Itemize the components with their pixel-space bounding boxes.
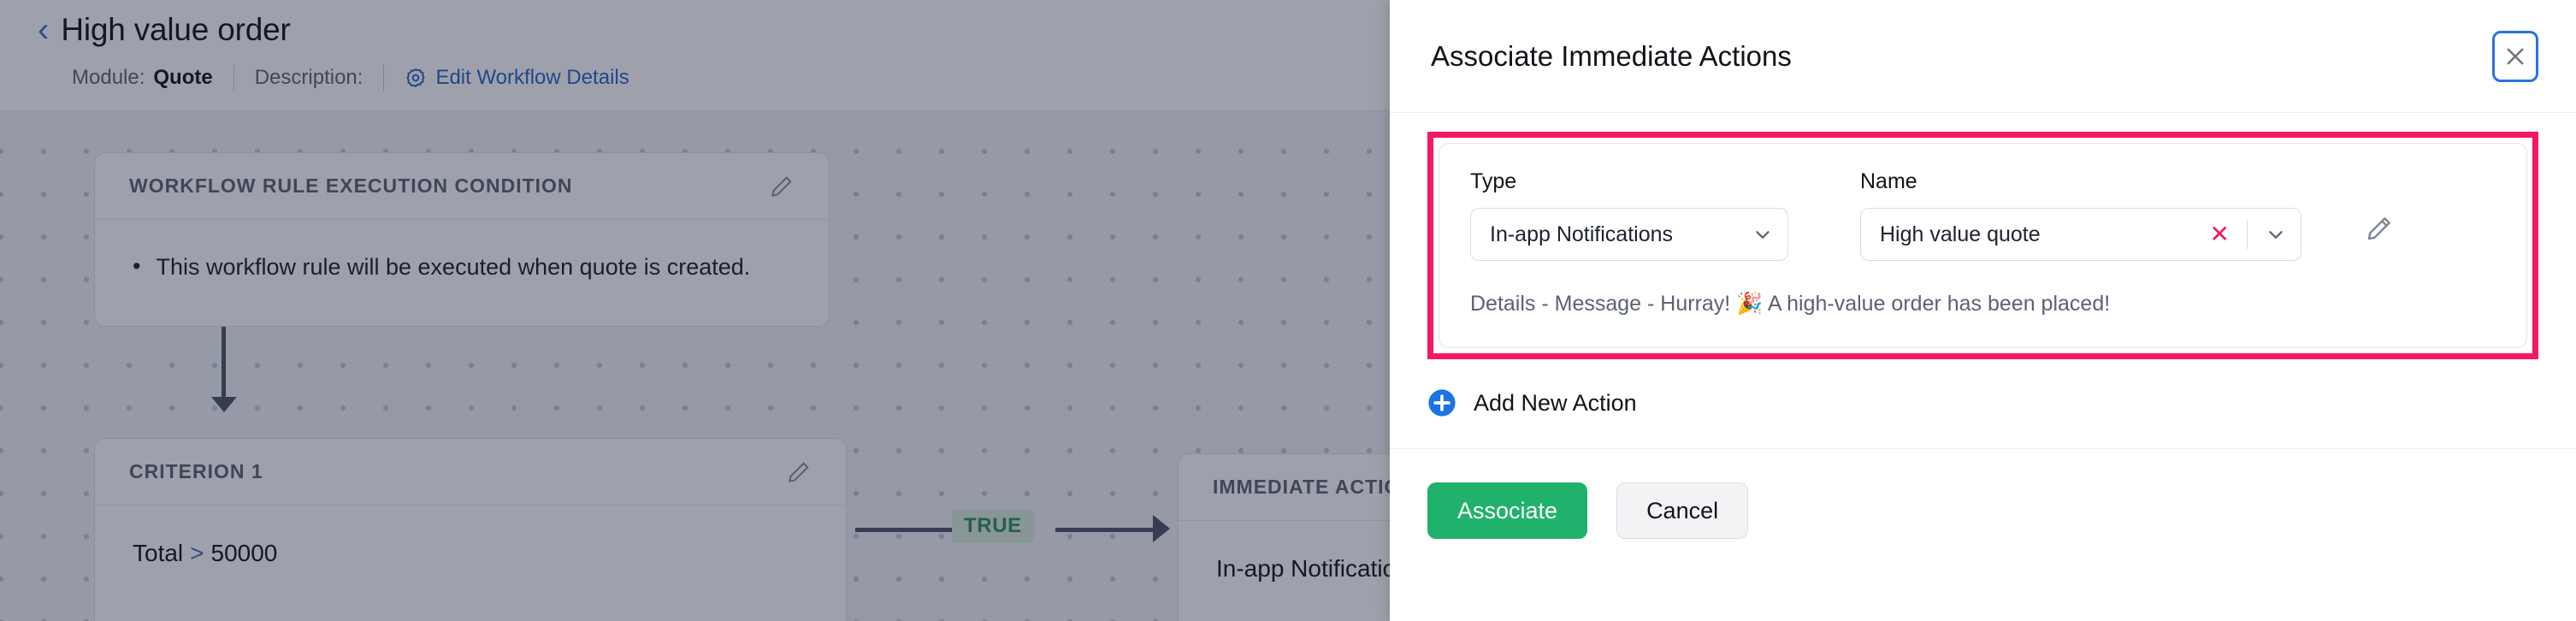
panel-content: Type In-app Notifications <box>1390 113 2576 621</box>
type-select-value: In-app Notifications <box>1490 222 1674 246</box>
connector-arrow-down <box>211 397 237 412</box>
workflow-title-row: ‹ High value order <box>38 12 291 48</box>
add-new-action-label: Add New Action <box>1474 389 1637 416</box>
action-edit-button[interactable] <box>2365 214 2394 261</box>
bullet-dot: • <box>133 253 141 279</box>
module-value: Quote <box>153 66 213 89</box>
chevron-down-icon <box>1752 223 1774 245</box>
panel-title: Associate Immediate Actions <box>1431 39 1792 72</box>
gear-icon <box>405 67 427 89</box>
associate-button[interactable]: Associate <box>1427 482 1588 539</box>
modal-backdrop[interactable] <box>0 0 1390 621</box>
workflow-execution-condition-card: WORKFLOW RULE EXECUTION CONDITION • This… <box>94 152 830 327</box>
pencil-icon <box>2365 217 2394 246</box>
action-details-text: Details - Message - Hurray! 🎉 A high-val… <box>1470 292 2111 316</box>
field-divider <box>2247 220 2248 249</box>
condition-bullet: • This workflow rule will be executed wh… <box>133 253 791 281</box>
meta-divider <box>383 65 385 91</box>
card-title: WORKFLOW RULE EXECUTION CONDITION <box>129 174 573 197</box>
edit-workflow-details-link[interactable]: Edit Workflow Details <box>405 66 629 90</box>
page-title: High value order <box>61 12 291 47</box>
edit-workflow-details-label: Edit Workflow Details <box>435 66 629 89</box>
plus-circle-icon <box>1427 388 1456 417</box>
criterion-operator: > <box>190 540 204 566</box>
card-body: Total >50000 <box>95 506 846 601</box>
action-fields-row: Type In-app Notifications <box>1470 169 2496 261</box>
connector-vertical <box>222 327 226 400</box>
chevron-left-icon[interactable]: ‹ <box>38 11 50 49</box>
card-title: CRITERION 1 <box>129 460 263 482</box>
pencil-icon[interactable] <box>786 459 812 485</box>
clear-x-icon[interactable]: ✕ <box>2209 221 2230 247</box>
associate-immediate-actions-panel: Associate Immediate Actions Type In-app … <box>1390 0 2576 621</box>
name-field: Name High value quote ✕ <box>1860 169 2301 261</box>
panel-footer: Associate Cancel <box>1427 482 1749 539</box>
connector-horizontal-right <box>1055 528 1160 532</box>
connector-arrow-right <box>1153 515 1170 542</box>
name-select[interactable]: High value quote ✕ <box>1860 208 2301 261</box>
card-body: • This workflow rule will be executed wh… <box>95 220 829 315</box>
panel-footer-divider <box>1390 448 2576 449</box>
criterion-expression: Total >50000 <box>133 540 808 567</box>
description-label: Description: <box>254 66 363 89</box>
highlighted-action-region: Type In-app Notifications <box>1427 132 2538 359</box>
action-card: Type In-app Notifications <box>1439 143 2527 348</box>
connector-horizontal-left <box>855 528 956 532</box>
type-select[interactable]: In-app Notifications <box>1470 208 1788 261</box>
add-new-action-button[interactable]: Add New Action <box>1427 388 2538 417</box>
close-icon[interactable] <box>2492 30 2538 82</box>
module-label: Module: <box>72 66 145 89</box>
immediate-action-line: In-app Notification <box>1216 555 1409 582</box>
criterion-value: 50000 <box>210 540 278 566</box>
card-header: WORKFLOW RULE EXECUTION CONDITION <box>95 153 829 220</box>
workflow-meta: Module: Quote Description: Edit Workflow… <box>72 63 629 92</box>
criterion-field: Total <box>133 540 184 566</box>
type-field: Type In-app Notifications <box>1470 169 1788 261</box>
card-title: IMMEDIATE ACTIO <box>1213 476 1401 498</box>
panel-header: Associate Immediate Actions <box>1390 0 2576 113</box>
card-body: In-app Notification <box>1179 521 1827 617</box>
branch-label-true: TRUE <box>952 509 1034 543</box>
name-label: Name <box>1860 169 1917 193</box>
type-label: Type <box>1470 169 1517 193</box>
pencil-icon[interactable] <box>769 174 795 199</box>
condition-text: This workflow rule will be executed when… <box>156 254 751 280</box>
card-header: CRITERION 1 <box>95 439 846 506</box>
criterion-1-card: CRITERION 1 Total >50000 <box>94 438 847 621</box>
name-select-value: High value quote <box>1880 222 2041 246</box>
chevron-down-icon <box>2265 223 2287 245</box>
meta-divider <box>233 65 234 91</box>
cancel-button[interactable]: Cancel <box>1616 482 1749 539</box>
